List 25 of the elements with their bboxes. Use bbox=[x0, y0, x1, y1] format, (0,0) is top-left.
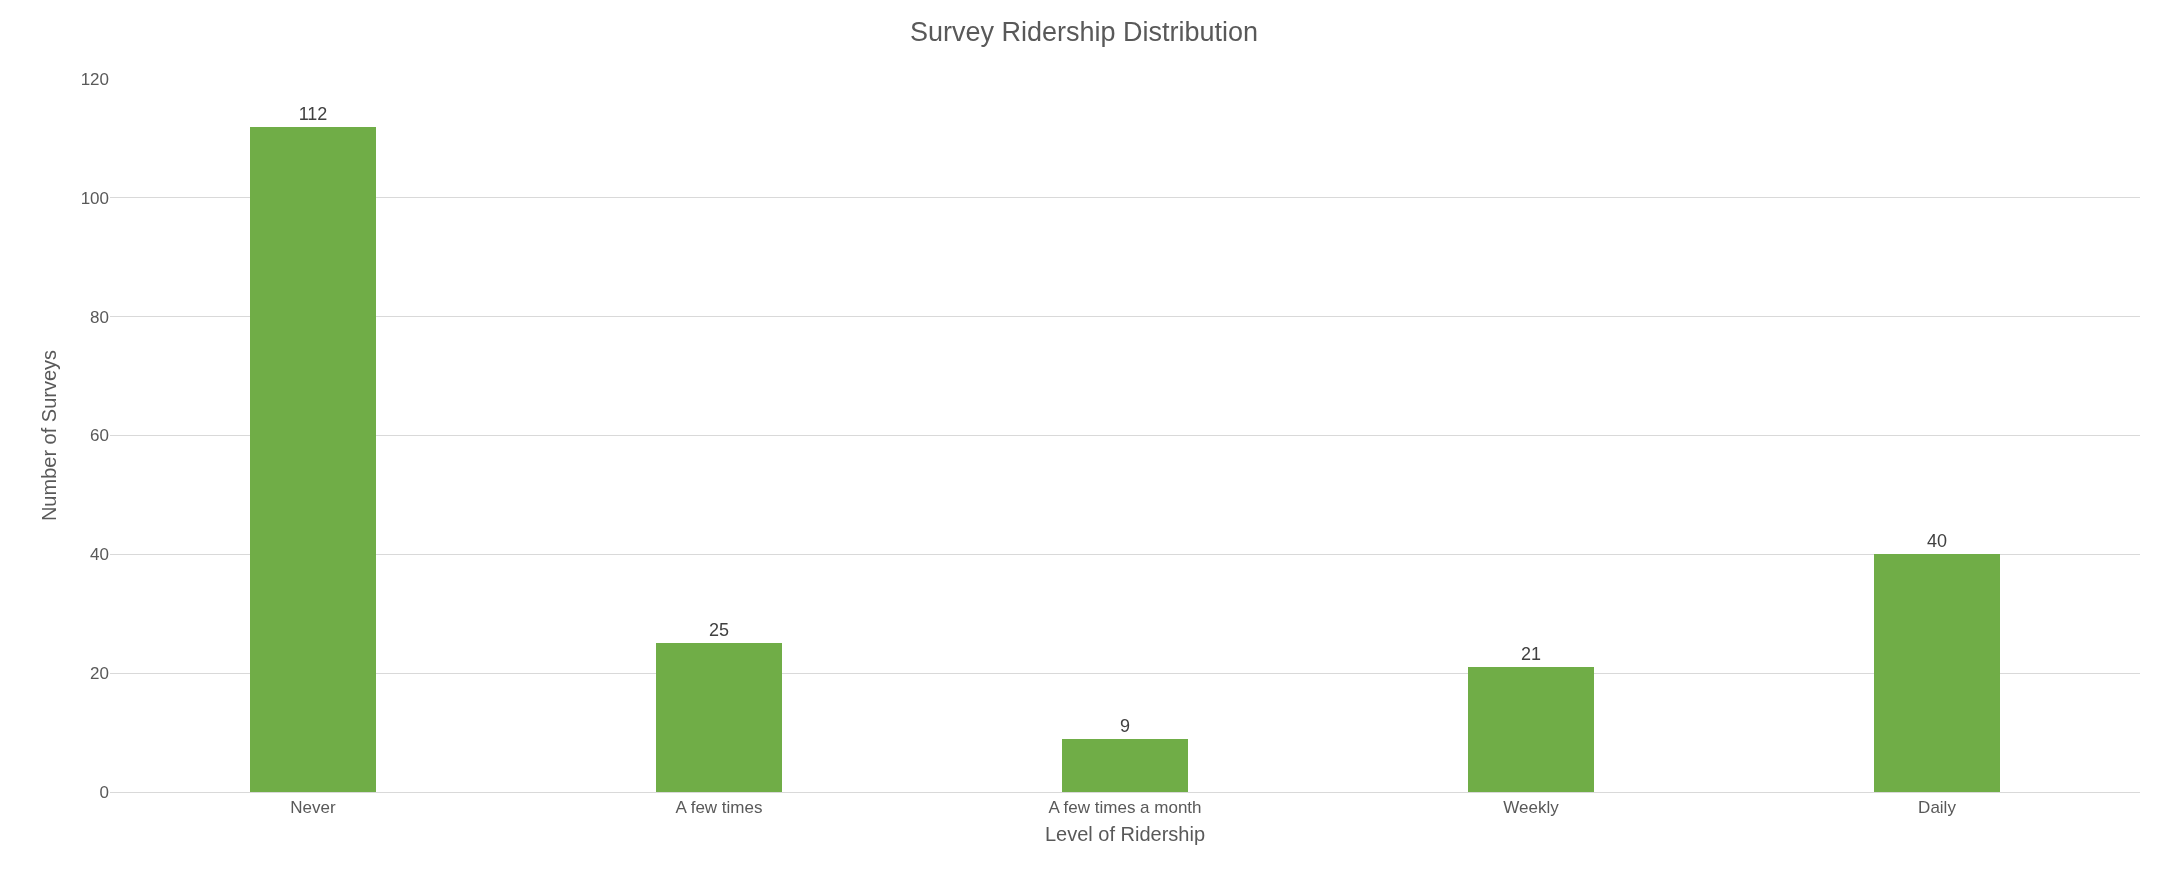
x-tick-label: Never bbox=[290, 798, 337, 818]
bar bbox=[250, 126, 376, 792]
y-axis-title: Number of Surveys bbox=[38, 349, 61, 522]
x-tick-label: A few times bbox=[675, 798, 763, 818]
x-tick-label: Daily bbox=[1918, 798, 1957, 818]
x-tick-label: A few times a month bbox=[1048, 798, 1202, 818]
y-tick-label: 60 bbox=[90, 426, 109, 446]
y-tick-label: 0 bbox=[99, 782, 109, 802]
y-tick-label: 20 bbox=[90, 664, 109, 684]
bar bbox=[1874, 554, 2000, 792]
x-tick-label: Weekly bbox=[1503, 798, 1560, 818]
chart-title: Survey Ridership Distribution bbox=[909, 16, 1259, 47]
data-label: 25 bbox=[708, 620, 730, 641]
bar bbox=[1468, 667, 1594, 792]
x-axis-title: Level of Ridership bbox=[1044, 822, 1206, 845]
bar bbox=[656, 643, 782, 792]
y-tick-label: 120 bbox=[80, 69, 109, 89]
bar bbox=[1062, 738, 1188, 792]
data-label: 21 bbox=[1520, 644, 1542, 665]
y-tick-label: 40 bbox=[90, 545, 109, 565]
data-label: 112 bbox=[298, 103, 328, 124]
data-label: 9 bbox=[1119, 715, 1131, 736]
data-label: 40 bbox=[1926, 531, 1948, 552]
y-tick-label: 80 bbox=[90, 307, 109, 327]
y-tick-label: 100 bbox=[80, 188, 109, 208]
